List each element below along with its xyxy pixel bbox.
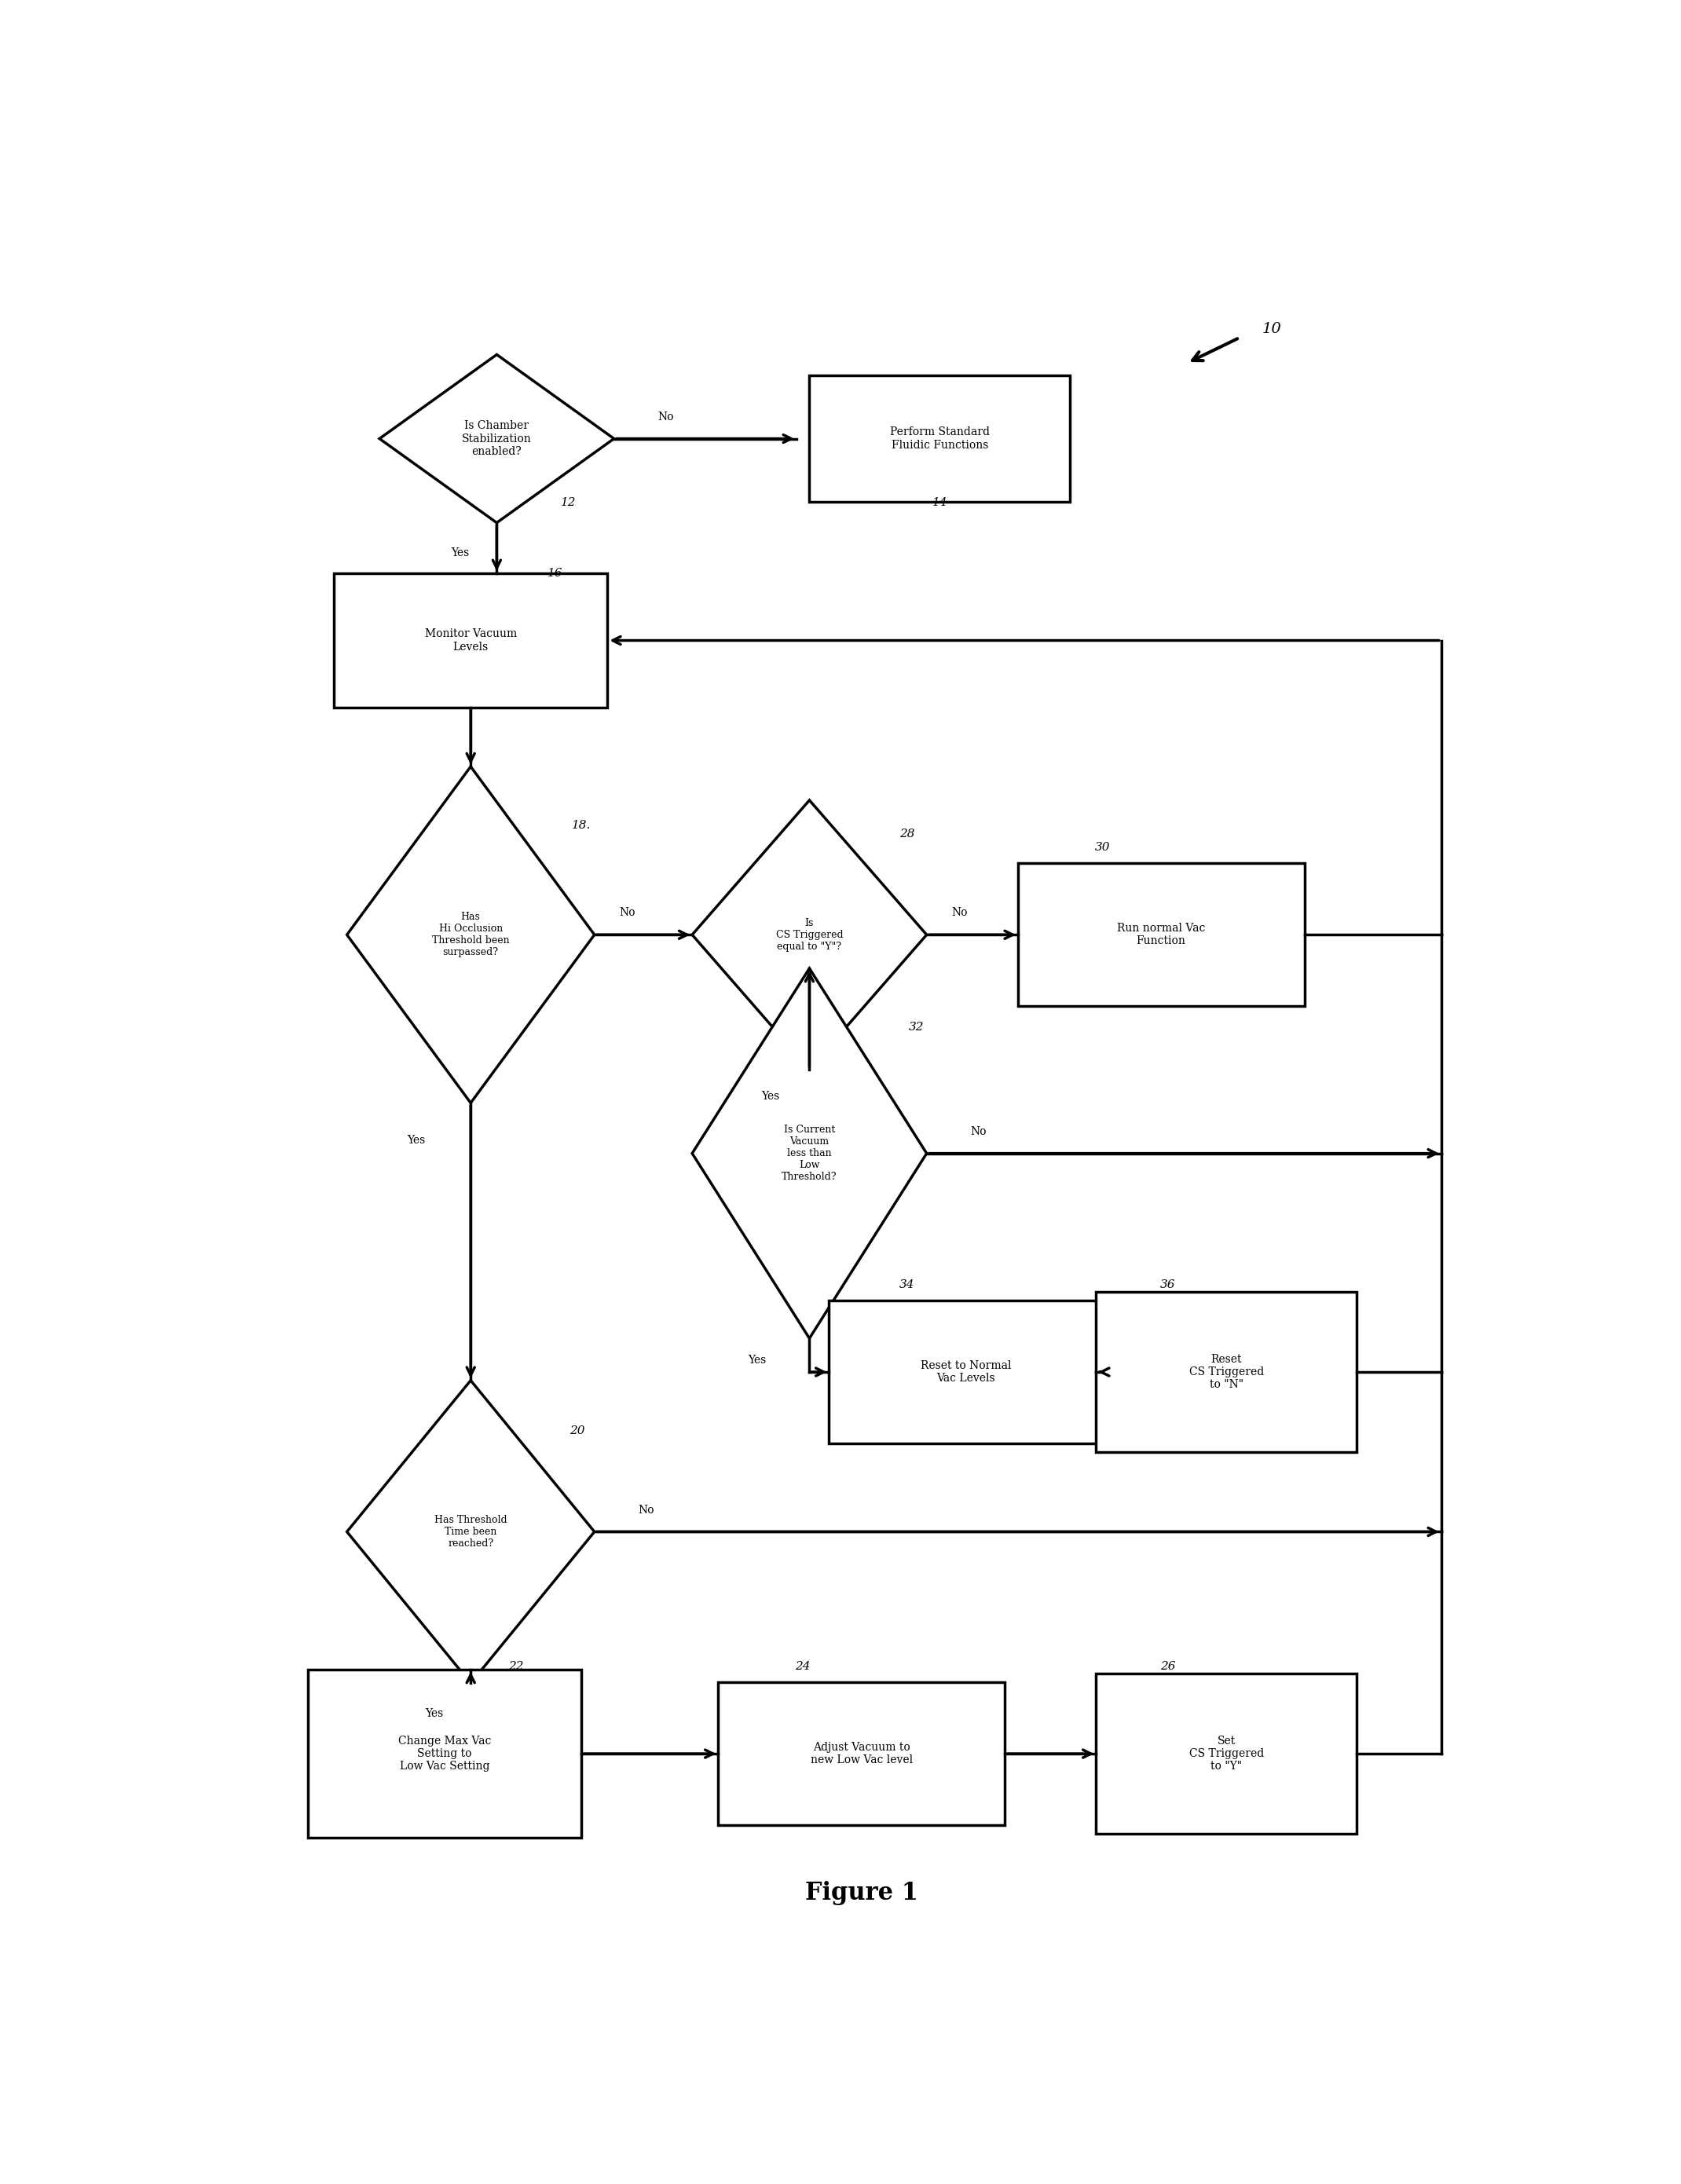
Text: 20: 20 xyxy=(570,1426,585,1437)
Text: Is Current
Vacuum
less than
Low
Threshold?: Is Current Vacuum less than Low Threshol… xyxy=(782,1125,837,1182)
Polygon shape xyxy=(346,767,595,1103)
Text: Run normal Vac
Function: Run normal Vac Function xyxy=(1116,924,1205,946)
Text: Yes: Yes xyxy=(407,1133,425,1144)
Text: Monitor Vacuum
Levels: Monitor Vacuum Levels xyxy=(425,629,516,653)
Bar xyxy=(829,1299,1103,1444)
Text: No: No xyxy=(657,411,674,422)
Text: 34: 34 xyxy=(899,1280,914,1291)
Bar xyxy=(308,1669,582,1837)
Text: Yes: Yes xyxy=(425,1708,444,1719)
Text: Set
CS Triggered
to "Y": Set CS Triggered to "Y" xyxy=(1188,1736,1264,1771)
Polygon shape xyxy=(380,354,614,522)
Polygon shape xyxy=(346,1380,595,1684)
Text: Yes: Yes xyxy=(761,1090,780,1101)
Text: Yes: Yes xyxy=(748,1354,767,1365)
Text: 22: 22 xyxy=(509,1660,524,1671)
Bar xyxy=(810,376,1071,502)
Text: Reset to Normal
Vac Levels: Reset to Normal Vac Levels xyxy=(921,1361,1010,1385)
Text: No: No xyxy=(951,906,967,919)
Text: 12: 12 xyxy=(561,498,577,509)
Text: 24: 24 xyxy=(795,1660,810,1671)
Text: 26: 26 xyxy=(1160,1660,1175,1671)
Text: 36: 36 xyxy=(1160,1280,1175,1291)
Text: No: No xyxy=(639,1505,654,1516)
Text: 32: 32 xyxy=(908,1022,925,1033)
Text: Figure 1: Figure 1 xyxy=(805,1880,918,1904)
Bar xyxy=(1019,863,1304,1007)
Text: 10: 10 xyxy=(1262,323,1281,336)
Text: 18.: 18. xyxy=(572,819,592,830)
Text: 30: 30 xyxy=(1094,841,1109,852)
Bar xyxy=(1096,1293,1357,1452)
Polygon shape xyxy=(693,968,926,1339)
Text: 16: 16 xyxy=(548,568,563,579)
Text: Adjust Vacuum to
new Low Vac level: Adjust Vacuum to new Low Vac level xyxy=(810,1743,913,1765)
Bar xyxy=(718,1682,1005,1826)
Text: 28: 28 xyxy=(899,828,914,839)
Bar xyxy=(335,572,607,708)
Text: Has
Hi Occlusion
Threshold been
surpassed?: Has Hi Occlusion Threshold been surpasse… xyxy=(432,913,509,957)
Text: Has Threshold
Time been
reached?: Has Threshold Time been reached? xyxy=(434,1516,508,1548)
Bar xyxy=(1096,1673,1357,1835)
Text: Reset
CS Triggered
to "N": Reset CS Triggered to "N" xyxy=(1188,1354,1264,1391)
Text: 14: 14 xyxy=(931,498,948,509)
Text: Change Max Vac
Setting to
Low Vac Setting: Change Max Vac Setting to Low Vac Settin… xyxy=(398,1736,491,1771)
Polygon shape xyxy=(693,799,926,1070)
Text: No: No xyxy=(619,906,635,919)
Text: Yes: Yes xyxy=(451,548,469,559)
Text: Perform Standard
Fluidic Functions: Perform Standard Fluidic Functions xyxy=(889,426,990,450)
Text: Is Chamber
Stabilization
enabled?: Is Chamber Stabilization enabled? xyxy=(462,422,531,456)
Text: No: No xyxy=(970,1127,987,1138)
Text: Is
CS Triggered
equal to "Y"?: Is CS Triggered equal to "Y"? xyxy=(775,917,844,952)
